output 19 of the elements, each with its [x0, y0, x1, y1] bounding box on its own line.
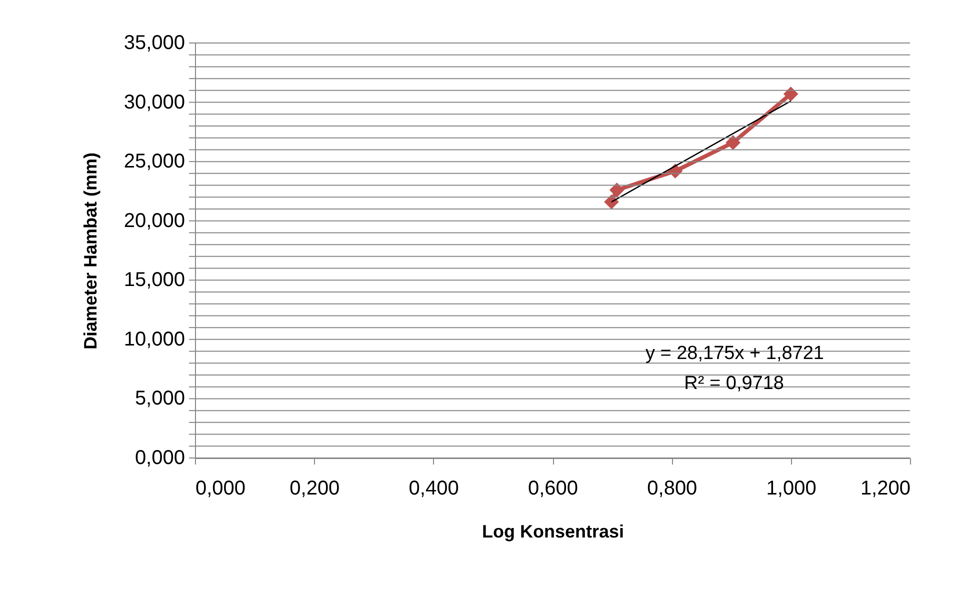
- x-axis-title: Log Konsentrasi: [482, 522, 624, 542]
- annotation: y = 28,175x + 1,8721: [645, 343, 824, 364]
- x-tick-label: 0,200: [290, 478, 340, 500]
- x-tick-label: 0,800: [647, 478, 698, 500]
- y-tick-label: 15,000: [124, 269, 185, 292]
- annotation: R² = 0,9718: [684, 373, 784, 394]
- y-tick-label: 35,000: [124, 32, 185, 54]
- x-tick-label: 0,600: [528, 478, 578, 500]
- y-tick-label: 25,000: [124, 150, 185, 173]
- y-axis-title: Diameter Hambat (mm): [80, 152, 100, 350]
- y-tick-label: 5,000: [134, 388, 185, 410]
- y-tick-label: 10,000: [124, 328, 185, 350]
- y-tick-label: 20,000: [124, 210, 185, 232]
- x-tick-label: 0,400: [408, 478, 459, 500]
- x-tick-label: 1,000: [766, 478, 816, 500]
- y-tick-label: 30,000: [124, 91, 185, 114]
- x-tick-label: 1,200: [860, 478, 910, 500]
- y-tick-label: 0,000: [134, 447, 185, 469]
- x-tick-label: 0,000: [196, 478, 246, 500]
